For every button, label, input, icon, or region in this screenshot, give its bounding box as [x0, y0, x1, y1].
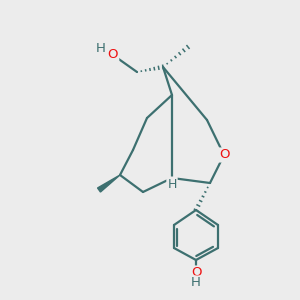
Polygon shape [98, 175, 120, 192]
Text: H: H [167, 178, 177, 190]
Text: O: O [108, 49, 118, 62]
Text: H: H [96, 41, 106, 55]
Text: H: H [191, 277, 201, 290]
Text: O: O [219, 148, 229, 161]
Text: O: O [191, 266, 201, 280]
